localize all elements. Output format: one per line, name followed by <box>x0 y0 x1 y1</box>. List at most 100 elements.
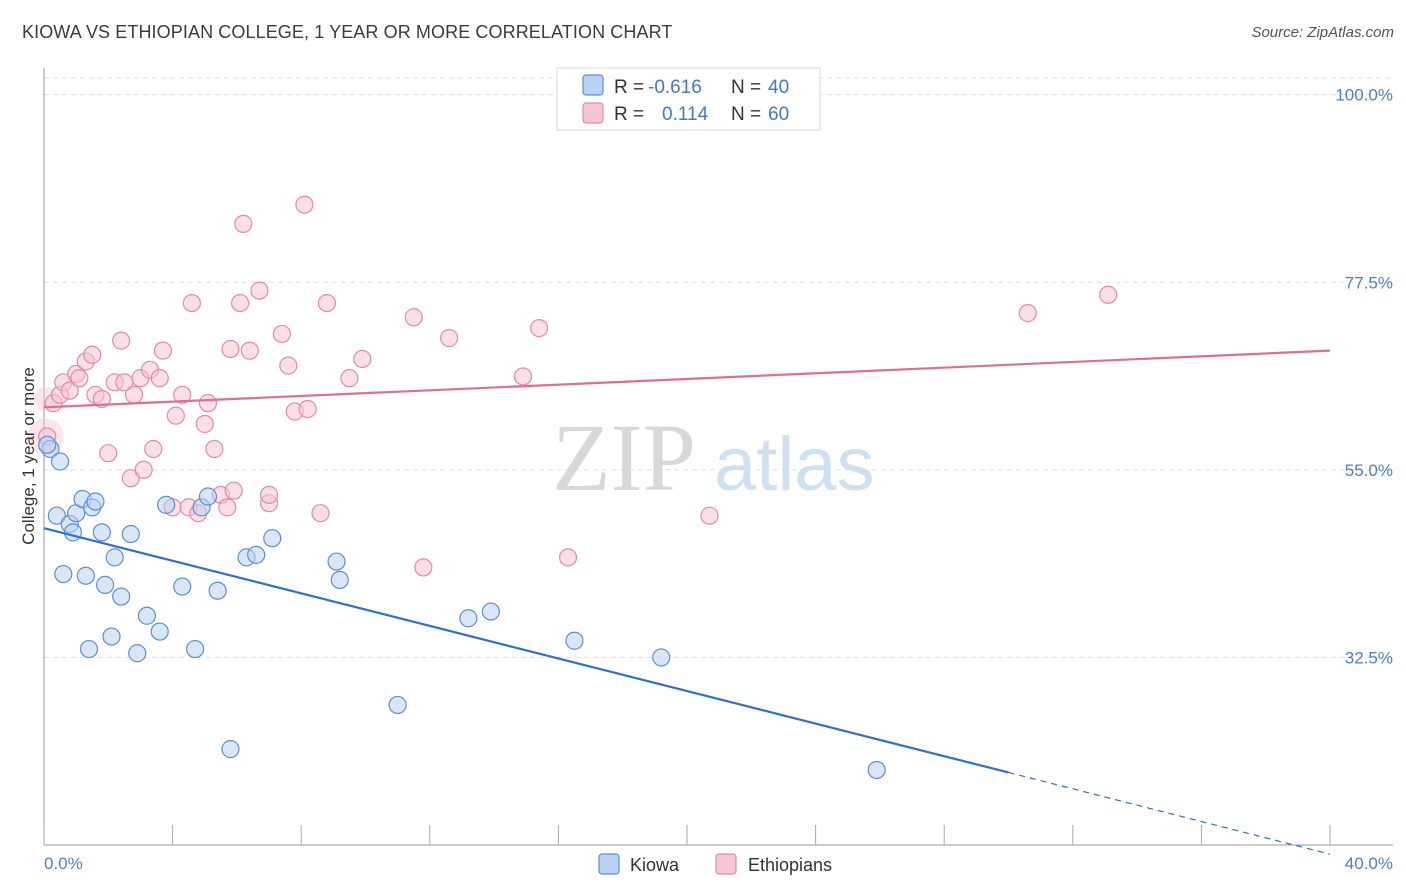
chart-source: Source: ZipAtlas.com <box>1251 24 1394 41</box>
legend-swatch-kiowa <box>598 853 620 875</box>
point-ethiopians <box>70 369 89 388</box>
data-points <box>27 195 1118 780</box>
point-ethiopians <box>1018 304 1037 323</box>
point-kiowa <box>867 760 886 780</box>
chart-title: KIOWA VS ETHIOPIAN COLLEGE, 1 YEAR OR MO… <box>22 22 673 42</box>
grid-lines <box>44 77 1393 658</box>
point-kiowa <box>186 639 205 659</box>
x-tick-label-max: 40.0% <box>1345 854 1393 873</box>
point-kiowa <box>198 487 218 506</box>
point-ethiopians <box>144 439 163 459</box>
point-kiowa <box>47 506 66 525</box>
point-kiowa <box>121 524 140 544</box>
point-ethiopians <box>700 506 719 525</box>
point-ethiopians <box>250 281 269 300</box>
y-tick-label: 32.5% <box>1345 648 1393 667</box>
point-kiowa <box>137 606 156 625</box>
point-kiowa <box>565 631 584 650</box>
point-kiowa <box>481 602 500 621</box>
point-ethiopians <box>121 469 140 488</box>
point-kiowa <box>105 548 124 567</box>
point-ethiopians <box>198 394 218 413</box>
point-ethiopians <box>298 399 317 419</box>
point-kiowa <box>221 740 240 759</box>
point-ethiopians <box>153 341 173 360</box>
point-ethiopians <box>205 439 224 459</box>
watermark-zip: ZIP <box>552 404 696 511</box>
point-kiowa <box>208 581 227 600</box>
point-ethiopians <box>218 498 237 517</box>
point-ethiopians <box>311 504 330 523</box>
stats-n-label-ethiopians: N = <box>731 104 761 125</box>
point-kiowa <box>102 627 121 646</box>
point-kiowa <box>95 575 115 594</box>
point-ethiopians <box>60 381 79 400</box>
point-kiowa <box>38 435 57 454</box>
trend-lines <box>43 349 1331 855</box>
point-ethiopians <box>414 558 433 577</box>
point-kiowa <box>76 566 95 585</box>
point-ethiopians <box>558 548 578 567</box>
stats-r-value-kiowa: -0.616 <box>648 77 702 98</box>
stats-swatch-kiowa <box>582 74 604 96</box>
trend-line-kiowa-extension <box>1008 771 1331 855</box>
watermark-atlas: atlas <box>714 422 875 507</box>
point-ethiopians <box>513 367 533 386</box>
point-ethiopians <box>221 339 240 359</box>
point-ethiopians <box>112 331 131 350</box>
point-kiowa <box>330 570 349 589</box>
point-ethiopians <box>182 293 201 313</box>
point-kiowa <box>92 523 111 542</box>
point-kiowa <box>54 564 73 584</box>
point-ethiopians <box>317 293 337 313</box>
point-ethiopians <box>295 195 314 214</box>
legend-label-ethiopians: Ethiopians <box>748 855 832 875</box>
point-ethiopians <box>353 349 372 369</box>
point-ethiopians <box>83 345 102 364</box>
y-tick-label: 55.0% <box>1345 461 1393 480</box>
point-ethiopians <box>124 385 144 404</box>
point-ethiopians <box>195 414 214 434</box>
point-kiowa <box>63 523 83 542</box>
point-ethiopians <box>99 444 118 463</box>
stats-swatch-ethiopians <box>582 102 604 124</box>
point-kiowa <box>150 622 169 641</box>
bottom-legend: Kiowa Ethiopians <box>598 853 832 875</box>
point-ethiopians <box>259 485 279 504</box>
point-kiowa <box>128 644 147 663</box>
point-ethiopians <box>234 214 253 233</box>
point-kiowa <box>247 545 266 564</box>
axes <box>43 68 1393 846</box>
stats-r-label-kiowa: R = <box>614 77 644 98</box>
point-ethiopians <box>134 460 153 479</box>
point-ethiopians <box>92 389 111 409</box>
point-ethiopians <box>150 369 169 388</box>
point-kiowa <box>112 587 131 606</box>
point-ethiopians <box>439 329 459 348</box>
stats-n-value-kiowa: 40 <box>768 77 789 98</box>
trend-line-ethiopians <box>43 349 1331 409</box>
point-ethiopians <box>240 341 259 360</box>
point-kiowa <box>79 639 99 659</box>
point-ethiopians <box>530 319 549 338</box>
point-ethiopians <box>272 324 292 344</box>
point-kiowa <box>50 452 70 471</box>
stats-n-value-ethiopians: 60 <box>768 104 789 125</box>
point-ethiopians <box>231 293 250 313</box>
y-axis-title: College, 1 year or more <box>19 367 38 545</box>
point-kiowa <box>327 552 346 571</box>
trend-line-kiowa <box>43 527 1009 774</box>
point-ethiopians <box>224 481 243 500</box>
stats-n-label-kiowa: N = <box>731 77 761 98</box>
y-tick-label: 77.5% <box>1345 273 1393 292</box>
point-ethiopians <box>166 406 185 425</box>
point-ethiopians <box>404 308 423 327</box>
stats-r-label-ethiopians: R = <box>614 104 644 125</box>
point-kiowa <box>459 609 478 628</box>
point-kiowa <box>173 577 192 596</box>
watermark: ZIP atlas <box>552 404 875 511</box>
point-kiowa <box>157 495 176 514</box>
legend-label-kiowa: Kiowa <box>630 855 680 875</box>
tick-labels: 32.5% 55.0% 77.5% 100.0% 0.0% 40.0% <box>44 86 1393 873</box>
stats-legend: R = -0.616 N = 40 R = 0.114 N = 60 <box>556 67 821 131</box>
